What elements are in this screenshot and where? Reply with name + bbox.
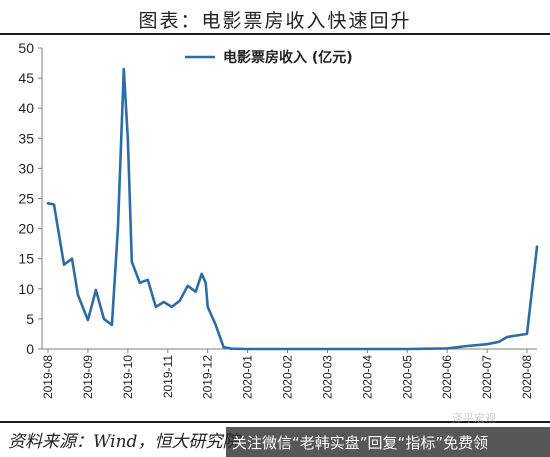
x-tick-label: 2019-10 [121, 355, 135, 399]
y-tick-label: 10 [18, 281, 34, 297]
x-tick-label: 2020-06 [440, 355, 454, 399]
y-axis: 0 5 10 15 20 25 30 35 40 45 50 [18, 40, 43, 357]
source-note: 资料来源：Wind，恒大研究院 [8, 432, 240, 452]
y-tick-label: 45 [18, 70, 34, 86]
legend: 电影票房收入 (亿元) [185, 49, 353, 66]
legend-label: 电影票房收入 (亿元) [223, 49, 353, 66]
chart-title: 图表：电影票房收入快速回升 [138, 10, 412, 32]
y-tick-label: 0 [26, 341, 34, 357]
x-tick-label: 2020-04 [360, 355, 374, 399]
series-line [46, 67, 539, 351]
bottom-rule [0, 421, 550, 423]
top-rule [0, 33, 550, 35]
x-tick-label: 2019-12 [201, 355, 215, 399]
y-tick-label: 40 [18, 100, 34, 116]
promo-banner-text: 关注微信“老韩实盘”回复“指标”免费领 [232, 433, 489, 452]
x-tick-label: 2019-09 [81, 355, 95, 399]
y-tick-label: 50 [18, 40, 34, 56]
x-tick-label: 2020-03 [320, 355, 334, 399]
y-tick-label: 5 [26, 311, 34, 327]
promo-banner[interactable]: 关注微信“老韩实盘”回复“指标”免费领 [226, 427, 550, 457]
x-tick-label: 2020-02 [281, 355, 295, 399]
x-tick-label: 2019-11 [161, 355, 175, 398]
x-tick-label: 2020-07 [480, 355, 494, 399]
y-tick-label: 25 [18, 191, 34, 207]
y-tick-label: 20 [18, 221, 34, 237]
y-tick-label: 15 [18, 251, 34, 267]
y-tick-label: 30 [18, 160, 34, 176]
x-tick-label: 2020-05 [400, 355, 414, 399]
x-tick-label: 2020-01 [241, 355, 255, 399]
x-tick-label: 2019-08 [41, 355, 55, 399]
x-axis: 2019-08 2019-09 2019-10 2019-11 2019-12 2020-… [41, 348, 537, 399]
watermark-text: 泽平宏观 [452, 412, 496, 425]
x-tick-label: 2020-08 [520, 355, 534, 399]
series-layer [46, 67, 539, 351]
y-tick-label: 35 [18, 130, 34, 146]
